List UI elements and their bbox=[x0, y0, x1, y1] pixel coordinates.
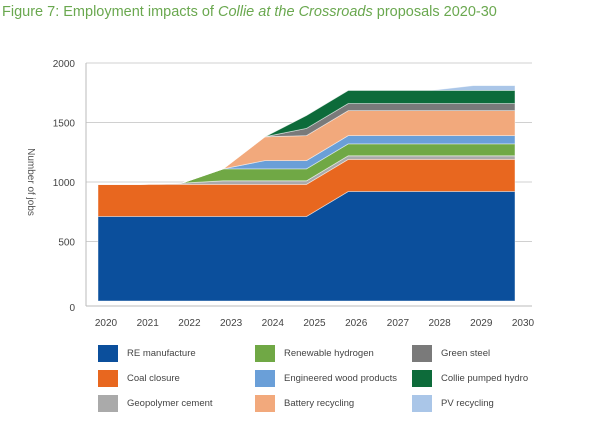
legend-item: Coal closure bbox=[98, 370, 255, 387]
x-tick-label: 2021 bbox=[137, 318, 160, 329]
x-tick-labels: 2020 2021 2022 2023 2024 2025 2026 2027 2028 2029… bbox=[95, 318, 535, 329]
legend-item: Battery recycling bbox=[255, 395, 412, 412]
figure-title: Figure 7: Employment impacts of Collie a… bbox=[2, 4, 497, 20]
legend-label: Green steel bbox=[441, 348, 491, 359]
legend-swatch bbox=[412, 395, 432, 412]
legend-swatch bbox=[255, 370, 275, 387]
legend-swatch bbox=[412, 370, 432, 387]
y-tick-label: 500 bbox=[58, 238, 75, 249]
title-prefix: Figure 7: Employment impacts of bbox=[2, 4, 218, 20]
y-tick-label: 0 bbox=[69, 303, 75, 314]
legend-swatch bbox=[98, 345, 118, 362]
x-tick-label: 2023 bbox=[220, 318, 243, 329]
legend-label: Collie pumped hydro bbox=[441, 373, 529, 384]
axes bbox=[85, 63, 532, 307]
x-tick-label: 2022 bbox=[178, 318, 201, 329]
legend-item: RE manufacture bbox=[98, 345, 255, 362]
x-tick-label: 2025 bbox=[303, 318, 326, 329]
legend-swatch bbox=[98, 395, 118, 412]
legend-label: PV recycling bbox=[441, 398, 494, 409]
y-tick-label: 1000 bbox=[53, 178, 76, 189]
legend-label: Battery recycling bbox=[284, 398, 355, 409]
area-series bbox=[97, 85, 516, 302]
title-suffix: proposals 2020-30 bbox=[372, 4, 497, 20]
legend-swatch bbox=[98, 370, 118, 387]
x-tick-label: 2029 bbox=[470, 318, 493, 329]
legend-swatch bbox=[255, 345, 275, 362]
legend-label: Engineered wood products bbox=[284, 373, 398, 384]
legend-item: Geopolymer cement bbox=[98, 395, 255, 412]
area-pv-recycling bbox=[98, 85, 516, 185]
legend-label: Renewable hydrogen bbox=[284, 348, 374, 359]
x-tick-label: 2030 bbox=[512, 318, 535, 329]
y-axis-label: Number of jobs bbox=[25, 148, 36, 216]
title-italic: Collie at the Crossroads bbox=[217, 4, 373, 20]
legend-swatch bbox=[255, 395, 275, 412]
y-tick-label: 1500 bbox=[53, 119, 76, 130]
legend-label: RE manufacture bbox=[127, 348, 196, 359]
legend-swatch bbox=[412, 345, 432, 362]
legend-item: PV recycling bbox=[412, 395, 532, 412]
y-tick-labels: 0 500 1000 1500 2000 bbox=[53, 59, 76, 314]
legend-item: Green steel bbox=[412, 345, 532, 362]
x-tick-label: 2020 bbox=[95, 318, 118, 329]
legend-item: Engineered wood products bbox=[255, 370, 412, 387]
x-tick-label: 2026 bbox=[345, 318, 368, 329]
legend: RE manufacture Renewable hydrogen Green st… bbox=[98, 345, 528, 412]
legend-label: Coal closure bbox=[127, 373, 180, 384]
x-tick-label: 2027 bbox=[387, 318, 410, 329]
legend-item: Collie pumped hydro bbox=[412, 370, 532, 387]
legend-label: Geopolymer cement bbox=[127, 398, 213, 409]
legend-item: Renewable hydrogen bbox=[255, 345, 412, 362]
x-tick-label: 2028 bbox=[428, 318, 451, 329]
y-tick-label: 2000 bbox=[53, 59, 76, 70]
x-tick-label: 2024 bbox=[262, 318, 285, 329]
